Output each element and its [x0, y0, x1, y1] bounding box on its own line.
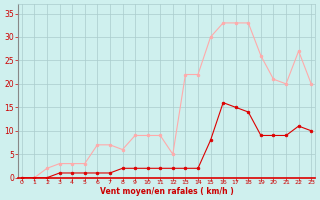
X-axis label: Vent moyen/en rafales ( km/h ): Vent moyen/en rafales ( km/h ) — [100, 187, 233, 196]
